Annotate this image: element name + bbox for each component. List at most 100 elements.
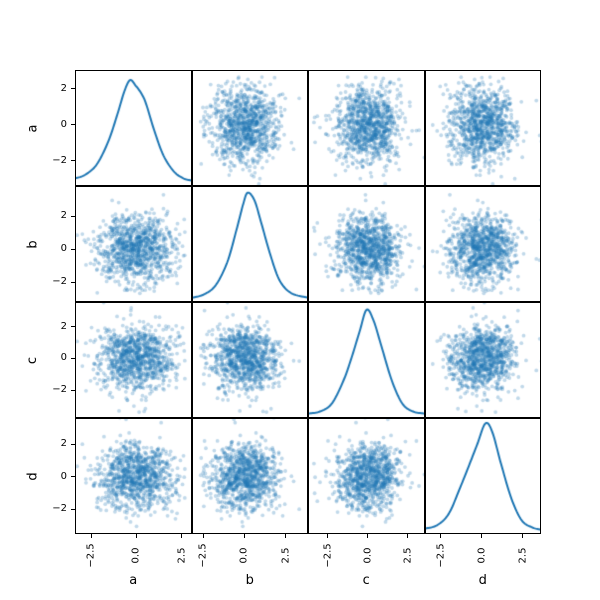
kde-panel-b [191,186,308,302]
kde-panel-d [424,418,541,534]
x-tick-label: 2.5 [400,539,416,571]
x-tick-label: 0.0 [474,539,490,571]
row-axis-label-text: b [25,239,41,249]
x-tick-mark [202,534,204,538]
y-tick-mark [71,124,75,126]
x-tick-label-text: 0.0 [238,547,250,563]
y-tick-label: −2 [52,276,67,288]
y-tick-mark [71,357,75,359]
x-tick-label: −2.5 [195,539,211,571]
x-tick-mark [367,534,369,538]
x-tick-label-text: 2.5 [176,547,188,563]
x-tick-label: 2.5 [515,539,531,571]
x-tick-label-text: 2.5 [280,547,292,563]
y-tick-label: −2 [52,503,67,515]
kde-panel-a [75,70,192,186]
y-tick-mark [71,248,75,250]
x-tick-mark [481,534,483,538]
row-axis-label-text: a [25,124,41,132]
y-tick-label: 2 [60,210,67,222]
x-tick-mark [285,534,287,538]
x-tick-mark [407,534,409,538]
row-axis-label-b: b [24,235,42,253]
scatter-canvas [309,71,424,185]
row-axis-label-d: d [24,467,42,485]
y-tick-mark [71,215,75,217]
kde-canvas [425,419,540,533]
y-tick-label: 0 [60,470,67,482]
scatter-canvas [76,419,191,533]
scatter-canvas [192,419,307,533]
x-tick-mark [522,534,524,538]
y-tick-label: 2 [60,438,67,450]
scatter-panel-a-vs-c [308,70,425,186]
y-tick-mark [71,88,75,90]
x-tick-label: −2.5 [320,539,336,571]
scatter-canvas [192,303,307,417]
scatter-canvas [309,419,424,533]
scatter-canvas [76,187,191,301]
x-tick-label-text: −2.5 [85,542,97,568]
scatter-panel-b-vs-a [75,186,192,302]
col-axis-label-a: a [129,573,138,588]
y-tick-mark [71,326,75,328]
scatter-panel-d-vs-b [191,418,308,534]
kde-canvas [192,187,307,301]
x-tick-label: 0.0 [128,539,144,571]
kde-panel-c [308,302,425,418]
scatter-canvas [309,187,424,301]
y-tick-label: 0 [60,352,67,364]
scatter-panel-d-vs-c [308,418,425,534]
scatter-panel-d-vs-a [75,418,192,534]
x-tick-label: 0.0 [360,539,376,571]
scatter-panel-b-vs-c [308,186,425,302]
scatter-canvas [425,303,540,417]
x-tick-label-text: −2.5 [197,542,209,568]
col-axis-label-c: c [362,573,370,588]
y-tick-label: 2 [60,82,67,94]
x-tick-label: 0.0 [236,539,252,571]
row-axis-label-a: a [24,119,42,137]
x-tick-mark [90,534,92,538]
y-tick-mark [71,160,75,162]
kde-canvas [76,71,191,185]
kde-canvas [309,303,424,417]
scatter-panel-b-vs-d [424,186,541,302]
x-tick-label-text: 0.0 [130,547,142,563]
y-tick-mark [71,443,75,445]
col-axis-label-d: d [478,573,487,588]
x-tick-mark [135,534,137,538]
x-tick-label-text: 2.5 [517,547,529,563]
col-axis-label-b: b [245,573,254,588]
x-tick-label-text: 0.0 [476,547,488,563]
row-axis-label-text: d [25,471,41,481]
row-axis-label-text: c [25,356,41,364]
scatter-panel-c-vs-a [75,302,192,418]
x-tick-label: −2.5 [83,539,99,571]
x-tick-mark [243,534,245,538]
y-tick-mark [71,389,75,391]
y-tick-label: 0 [60,243,67,255]
y-tick-label: −2 [52,384,67,396]
y-tick-label: 2 [60,320,67,332]
x-tick-label-text: 2.5 [402,547,414,563]
x-tick-label: −2.5 [433,539,449,571]
x-tick-mark [440,534,442,538]
x-tick-label-text: −2.5 [435,542,447,568]
y-tick-mark [71,476,75,478]
scatter-panel-a-vs-d [424,70,541,186]
y-tick-mark [71,281,75,283]
scatter-panel-c-vs-d [424,302,541,418]
y-tick-mark [71,508,75,510]
scatter-canvas [425,71,540,185]
x-tick-mark [327,534,329,538]
x-tick-label: 2.5 [174,539,190,571]
x-tick-label: 2.5 [278,539,294,571]
x-tick-label-text: 0.0 [362,547,374,563]
scatter-canvas [76,303,191,417]
row-axis-label-c: c [24,351,42,369]
y-tick-label: −2 [52,154,67,166]
scatter-panel-a-vs-b [191,70,308,186]
y-tick-label: 0 [60,118,67,130]
